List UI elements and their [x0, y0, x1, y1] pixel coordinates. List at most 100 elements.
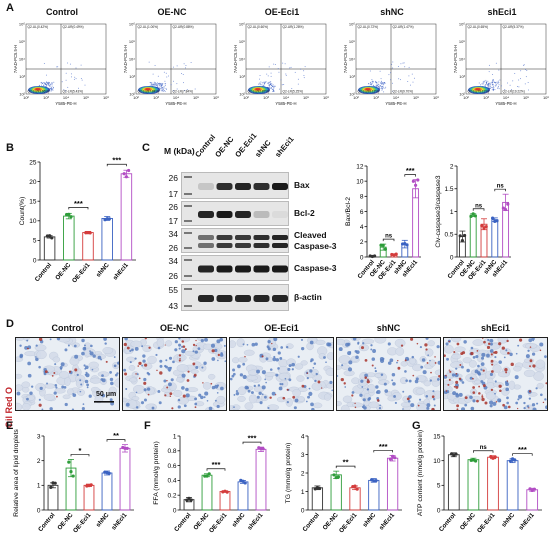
- y-tick: 10⁴: [459, 56, 465, 61]
- bar: [469, 214, 477, 258]
- flow-density-core: [248, 86, 270, 94]
- chart-tg: 0 1 2 3 4 TG (mmol/g protein) Control OE-NC OE-E…: [280, 424, 406, 548]
- y-tick-label: 3: [37, 433, 41, 440]
- data-point: [71, 474, 75, 478]
- protein-band: [198, 211, 214, 218]
- quadrant-label: Q2-UL(0.72%): [358, 25, 379, 29]
- data-point: [532, 487, 536, 491]
- chart-lipid-droplets: 0 1 2 3 Relative area of lipid droplets Contr…: [10, 424, 138, 548]
- significance-label: *: [79, 446, 82, 455]
- protein-band: [235, 235, 251, 240]
- quadrant-label: Q2-UL(0.42%): [28, 25, 49, 29]
- protein-band: [216, 295, 233, 302]
- data-point: [513, 458, 517, 462]
- scale-bar: [94, 401, 114, 403]
- bar: [201, 474, 213, 511]
- y-tick-label: 2: [450, 163, 454, 170]
- y-tick-label: 1: [450, 209, 454, 216]
- data-point: [69, 215, 73, 219]
- x-tick-label: shNC: [95, 511, 111, 528]
- y-tick-label: 0.4: [167, 478, 176, 485]
- protein-band: [235, 265, 251, 273]
- y-tick: 10⁶: [459, 21, 465, 26]
- significance-bracket: [512, 453, 533, 456]
- y-tick-label: 0: [33, 257, 37, 264]
- protein-band: [216, 211, 233, 218]
- data-point: [89, 483, 93, 487]
- x-axis-label: Y585-PE-H: [385, 101, 406, 106]
- y-tick: 10⁵: [19, 39, 25, 44]
- quadrant-label: Q2-LL(92.87%): [248, 90, 270, 94]
- flow-density-core: [468, 86, 490, 94]
- data-point: [207, 472, 211, 476]
- protein-band: [272, 295, 288, 302]
- x-tick-label: shEci1: [246, 511, 265, 531]
- y-axis-label: 7AAD-PC5.5-H: [343, 45, 348, 73]
- significance-bracket: [382, 238, 395, 242]
- data-point: [189, 498, 193, 502]
- ladder-band: [184, 259, 192, 261]
- y-tick: 10⁴: [129, 56, 135, 61]
- y-axis-label: Bax/Bcl-2: [345, 197, 352, 226]
- bar: [120, 173, 133, 261]
- significance-bracket: [473, 450, 494, 453]
- x-tick: 10³: [153, 95, 159, 100]
- x-tick: 10²: [243, 95, 249, 100]
- y-tick-label: 0.2: [167, 493, 176, 500]
- protein-band: [253, 183, 270, 190]
- protein-band: [253, 265, 270, 273]
- y-tick-label: 0: [450, 254, 454, 261]
- x-tick-label: OE-NC: [459, 511, 478, 531]
- chart-bax-bcl2: 0 2 4 6 8 10 12 Bax/Bcl-2 Control OE-NC OE-Eci1 shN…: [345, 160, 425, 295]
- x-tick: 10⁵: [83, 95, 89, 100]
- significance-bracket: [472, 208, 485, 211]
- quadrant-label: Q2-LL(93.66%): [28, 90, 50, 94]
- protein-band: [253, 235, 270, 240]
- significance-bracket: [206, 468, 226, 471]
- panel-letter-e: E: [6, 420, 14, 432]
- data-point: [88, 231, 92, 235]
- mw-marker: 55: [168, 285, 178, 295]
- quadrant-label: Q2-LR(5.43%): [63, 90, 84, 94]
- data-point: [506, 202, 510, 206]
- protein-band: [272, 243, 288, 248]
- y-tick: 10²: [459, 91, 465, 96]
- chart-ffa: 0 0.2 0.4 0.6 0.8 1 FFA (mmol/g protein) Contro…: [148, 424, 274, 548]
- bar: [526, 489, 539, 511]
- protein-band: [216, 235, 233, 240]
- y-tick-label: 3: [301, 452, 305, 459]
- protein-band: [216, 183, 233, 190]
- bar: [412, 188, 420, 258]
- band-label: Bax: [294, 180, 310, 190]
- data-point: [414, 183, 418, 187]
- data-point: [124, 175, 128, 179]
- x-tick-label: shNC: [362, 511, 378, 528]
- ladder-band: [184, 275, 192, 277]
- data-point: [185, 498, 189, 502]
- y-tick-label: 15: [433, 433, 441, 440]
- significance-bracket: [106, 439, 126, 442]
- quadrant-label: Q2-LL(87.84%): [138, 90, 160, 94]
- band-label: Caspase-3: [294, 262, 337, 273]
- bar: [101, 217, 113, 261]
- y-tick: 10⁵: [239, 39, 245, 44]
- significance-label: ***: [112, 156, 121, 165]
- panel-letter-d: D: [6, 318, 14, 330]
- y-tick-label: 5: [437, 483, 441, 490]
- y-tick: 10²: [239, 91, 245, 96]
- data-point: [241, 479, 245, 483]
- data-point: [471, 212, 475, 216]
- x-tick: 10⁵: [193, 95, 199, 100]
- ladder-band: [184, 232, 192, 234]
- bar: [47, 484, 59, 511]
- data-point: [393, 456, 397, 460]
- blot-strip: [181, 228, 289, 253]
- y-axis-label: 7AAD-PC5.5-H: [13, 45, 18, 73]
- micrograph-title: shEci1: [480, 323, 511, 333]
- significance-bracket: [106, 163, 127, 167]
- significance-bracket: [242, 441, 262, 445]
- y-tick-label: 0: [173, 507, 177, 514]
- bar: [101, 472, 113, 511]
- quadrant-label: Q2-UL(0.65%): [468, 25, 489, 29]
- x-tick: 10³: [43, 95, 49, 100]
